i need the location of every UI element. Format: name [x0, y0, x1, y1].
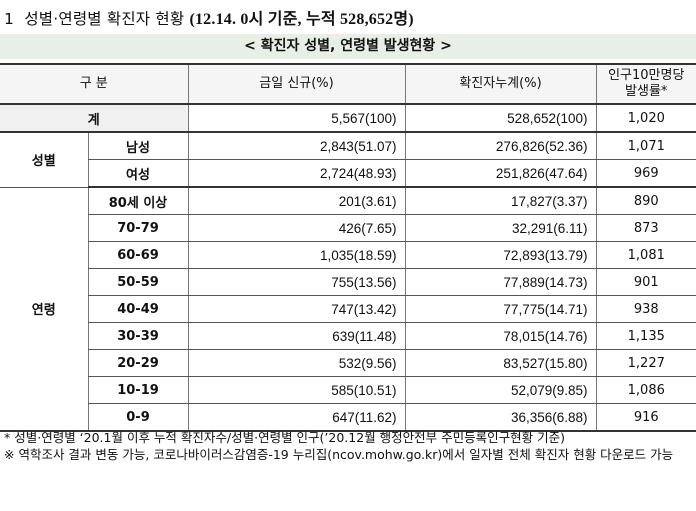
- title-sub: (12.14. 0시 기준, 누적 528,652명): [189, 11, 414, 28]
- row-rate: 873: [595, 214, 696, 242]
- row-rate: 1,081: [595, 241, 696, 269]
- row-rate: 969: [595, 159, 696, 188]
- row-today: 2,843(51.07): [187, 131, 405, 160]
- row-cumulative: 36,356(6.88): [404, 403, 596, 432]
- header-rate-line2: 발생률*: [625, 84, 668, 99]
- row-label: 10-19: [87, 376, 188, 404]
- row-today: 585(10.51): [187, 376, 405, 404]
- table-row: 여성 2,724(48.93) 251,826(47.64) 969: [0, 159, 696, 188]
- total-today: 5,567(100): [187, 103, 405, 133]
- table-row: 10-19 585(10.51) 52,079(9.85) 1,086: [0, 376, 696, 404]
- table-row: 60-69 1,035(18.59) 72,893(13.79) 1,081: [0, 241, 696, 269]
- document-title: 1 성별·연령별 확진자 현황 (12.14. 0시 기준, 누적 528,65…: [4, 5, 414, 29]
- row-label: 30-39: [87, 322, 188, 350]
- header-rate: 인구10만명당 발생률*: [595, 63, 696, 105]
- row-rate: 1,086: [595, 376, 696, 404]
- row-today: 755(13.56): [187, 268, 405, 296]
- row-cumulative: 78,015(14.76): [404, 322, 596, 350]
- row-today: 639(11.48): [187, 322, 405, 350]
- table-row: 40-49 747(13.42) 77,775(14.71) 938: [0, 295, 696, 323]
- section-number: 1: [4, 10, 15, 28]
- row-rate: 1,135: [595, 322, 696, 350]
- row-label: 0-9: [87, 403, 188, 432]
- row-label: 20-29: [87, 349, 188, 377]
- row-label: 여성: [87, 159, 188, 188]
- table-row: 50-59 755(13.56) 77,889(14.73) 901: [0, 268, 696, 296]
- row-rate: 916: [595, 403, 696, 432]
- row-cumulative: 276,826(52.36): [404, 131, 596, 160]
- row-rate: 890: [595, 186, 696, 215]
- total-rate: 1,020: [595, 103, 696, 133]
- table-row: 성별 남성 2,843(51.07) 276,826(52.36) 1,071: [0, 131, 696, 188]
- row-label: 70-79: [87, 214, 188, 242]
- row-cumulative: 32,291(6.11): [404, 214, 596, 242]
- header-category: 구 분: [0, 63, 188, 105]
- row-cumulative: 52,079(9.85): [404, 376, 596, 404]
- row-today: 201(3.61): [187, 186, 405, 215]
- footnotes: * 성별·연령별 ‘20.1월 이후 누적 확진자수/성별·연령별 인구(’20…: [4, 429, 694, 463]
- total-row: 계 5,567(100) 528,652(100) 1,020: [0, 103, 696, 133]
- header-rate-line1: 인구10만명당: [608, 68, 685, 83]
- row-today: 2,724(48.93): [187, 159, 405, 188]
- table-caption: < 확진자 성별, 연령별 발생현황 >: [0, 34, 696, 59]
- row-label: 80세 이상: [87, 186, 188, 215]
- table-row: 연령 80세 이상 201(3.61) 17,827(3.37) 890: [0, 186, 696, 432]
- row-cumulative: 72,893(13.79): [404, 241, 596, 269]
- stats-table: 구 분 금일 신규(%) 확진자누계(%) 인구10만명당 발생률* 계 5,5…: [0, 63, 696, 432]
- row-cumulative: 77,889(14.73): [404, 268, 596, 296]
- row-today: 1,035(18.59): [187, 241, 405, 269]
- footnote: * 성별·연령별 ‘20.1월 이후 누적 확진자수/성별·연령별 인구(’20…: [4, 430, 565, 445]
- total-cumulative: 528,652(100): [404, 103, 596, 133]
- table-row: 20-29 532(9.56) 83,527(15.80) 1,227: [0, 349, 696, 377]
- total-label: 계: [0, 103, 188, 133]
- row-label: 60-69: [87, 241, 188, 269]
- row-label: 50-59: [87, 268, 188, 296]
- row-cumulative: 77,775(14.71): [404, 295, 596, 323]
- row-cumulative: 83,527(15.80): [404, 349, 596, 377]
- row-cumulative: 251,826(47.64): [404, 159, 596, 188]
- table-row: 0-9 647(11.62) 36,356(6.88) 916: [0, 403, 696, 432]
- table-row: 30-39 639(11.48) 78,015(14.76) 1,135: [0, 322, 696, 350]
- footnote: ※ 역학조사 결과 변동 가능, 코로나바이러스감염증-19 누리집(ncov.…: [4, 447, 674, 462]
- group-age-label: 연령: [0, 186, 88, 432]
- title-main: 성별·연령별 확진자 현황: [24, 10, 185, 28]
- table-header-row: 구 분 금일 신규(%) 확진자누계(%) 인구10만명당 발생률*: [0, 63, 696, 105]
- row-label: 남성: [87, 131, 188, 160]
- row-today: 647(11.62): [187, 403, 405, 432]
- row-today: 426(7.65): [187, 214, 405, 242]
- row-rate: 1,071: [595, 131, 696, 160]
- row-rate: 938: [595, 295, 696, 323]
- row-today: 747(13.42): [187, 295, 405, 323]
- group-sex-label: 성별: [0, 131, 88, 188]
- table-row: 70-79 426(7.65) 32,291(6.11) 873: [0, 214, 696, 242]
- header-today: 금일 신규(%): [187, 63, 405, 105]
- row-label: 40-49: [87, 295, 188, 323]
- row-rate: 901: [595, 268, 696, 296]
- row-today: 532(9.56): [187, 349, 405, 377]
- row-cumulative: 17,827(3.37): [404, 186, 596, 215]
- row-rate: 1,227: [595, 349, 696, 377]
- header-cumulative: 확진자누계(%): [404, 63, 596, 105]
